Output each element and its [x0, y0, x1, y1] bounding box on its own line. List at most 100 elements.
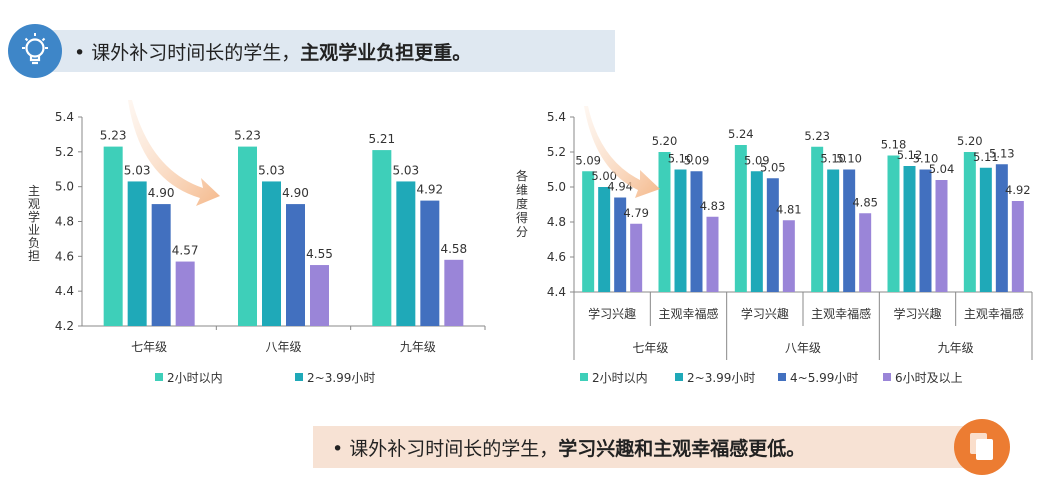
y-tick-label: 5.2: [547, 145, 566, 159]
legend-label: 2~3.99小时: [307, 371, 375, 385]
data-label: 4.58: [440, 242, 467, 256]
data-label: 5.04: [929, 162, 955, 176]
y-tick-label: 4.8: [55, 215, 74, 229]
data-label: 5.11: [973, 150, 999, 164]
y-tick-label: 5.4: [547, 110, 566, 124]
legend-label: 2~3.99小时: [687, 371, 755, 385]
bar: [127, 181, 147, 326]
bar: [919, 169, 932, 292]
x-category-label: 主观幸福感: [811, 306, 871, 321]
bar: [614, 197, 627, 292]
bar: [238, 146, 257, 326]
y-axis-label-char: 观: [28, 197, 40, 211]
chart-interest-wellbeing: 4.44.64.85.05.25.4各维度得分5.095.004.944.79学…: [516, 110, 1033, 385]
x-group-label: 八年级: [785, 341, 821, 355]
bar: [103, 146, 123, 326]
bar: [286, 204, 305, 326]
trend-arrows: [128, 100, 660, 206]
y-axis-label-char: 主: [28, 184, 40, 198]
bar: [175, 261, 195, 326]
bar: [444, 259, 464, 326]
data-label: 5.09: [684, 153, 710, 167]
data-label: 4.85: [852, 195, 878, 209]
bar: [658, 152, 671, 292]
bar: [630, 223, 643, 292]
bar: [782, 220, 795, 292]
y-tick-label: 4.6: [547, 250, 566, 264]
bar: [935, 180, 948, 292]
bar: [734, 145, 747, 292]
x-category-label: 主观幸福感: [658, 306, 718, 321]
y-axis-label-char: 担: [28, 249, 40, 263]
bar: [674, 169, 687, 292]
data-label: 5.03: [392, 163, 419, 177]
top-banner: [30, 30, 615, 72]
legend-swatch: [778, 373, 786, 381]
top-banner-bold: 主观学业负担更重。: [300, 42, 472, 64]
data-label: 4.81: [776, 202, 802, 216]
legend-label: 6小时及以上: [895, 371, 963, 385]
bottom-banner-bold: 学习兴趣和主观幸福感更低。: [558, 438, 806, 460]
bar: [963, 152, 976, 292]
bar: [750, 171, 763, 292]
bar: [151, 204, 171, 326]
lightbulb-icon: [8, 24, 62, 78]
bar: [887, 155, 900, 292]
data-label: 4.90: [148, 186, 175, 200]
x-category-label: 学习兴趣: [741, 306, 789, 321]
data-label: 5.03: [258, 163, 285, 177]
y-tick-label: 4.8: [547, 215, 566, 229]
trend-arrow-left: [128, 100, 220, 206]
y-tick-label: 5.4: [55, 110, 74, 124]
bar: [420, 200, 440, 326]
y-tick-label: 4.4: [55, 284, 74, 298]
data-label: 5.10: [820, 152, 846, 166]
y-tick-label: 4.4: [547, 285, 566, 299]
x-group-label: 九年级: [938, 341, 974, 355]
y-tick-label: 4.2: [55, 319, 74, 333]
bar: [262, 181, 281, 326]
y-axis-label-char: 学: [28, 209, 40, 224]
data-label: 5.12: [897, 148, 923, 162]
bar: [582, 171, 595, 292]
bar: [706, 216, 719, 292]
bar: [1011, 201, 1024, 292]
top-banner-prefix: • 课外补习时间长的学生，: [74, 42, 301, 64]
bar: [598, 187, 611, 292]
data-label: 5.10: [668, 152, 694, 166]
data-label: 4.92: [1005, 183, 1031, 197]
bottom-banner-prefix: • 课外补习时间长的学生，: [332, 438, 559, 460]
data-label: 4.92: [416, 183, 443, 197]
x-category-label: 主观幸福感: [964, 306, 1024, 321]
bar: [859, 213, 872, 292]
data-label: 5.05: [760, 160, 786, 174]
y-axis-label-char: 各: [516, 168, 528, 183]
y-tick-label: 5.0: [55, 180, 74, 194]
bar: [310, 265, 329, 326]
data-label: 4.57: [172, 244, 199, 258]
bar: [811, 146, 824, 292]
data-label: 5.09: [575, 153, 601, 167]
x-category-label: 八年级: [265, 340, 301, 354]
bar: [827, 169, 840, 292]
bar: [979, 167, 992, 292]
y-tick-label: 4.6: [55, 249, 74, 263]
data-label: 5.20: [957, 134, 983, 148]
bar: [396, 181, 416, 326]
legend-swatch: [295, 373, 303, 381]
data-label: 5.24: [728, 127, 754, 141]
x-category-label: 九年级: [400, 340, 436, 354]
legend-label: 2小时以内: [592, 371, 648, 385]
data-label: 5.20: [652, 134, 678, 148]
x-category-label: 学习兴趣: [893, 306, 941, 321]
data-label: 4.55: [306, 247, 333, 261]
legend-swatch: [155, 373, 163, 381]
y-axis-label-char: 得: [516, 210, 528, 225]
x-category-label: 七年级: [131, 340, 167, 354]
data-label: 5.10: [836, 152, 862, 166]
legend-label: 4~5.99小时: [790, 371, 858, 385]
y-tick-label: 5.0: [547, 180, 566, 194]
x-category-label: 学习兴趣: [588, 306, 636, 321]
bar: [903, 166, 916, 292]
legend-swatch: [883, 373, 891, 381]
